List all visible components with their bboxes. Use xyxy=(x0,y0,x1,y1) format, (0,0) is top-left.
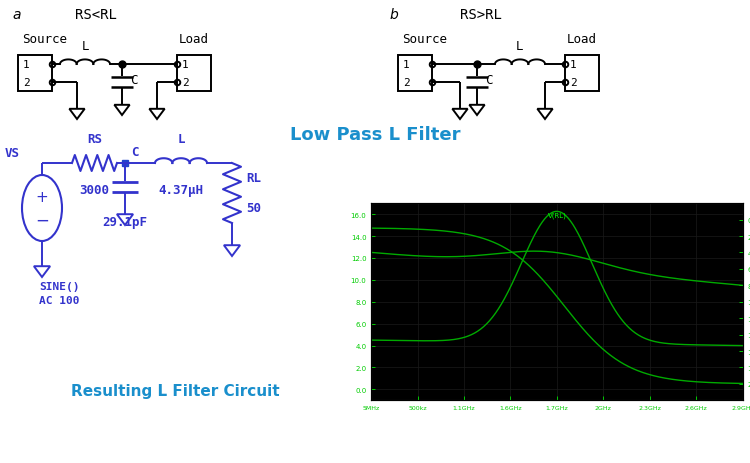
Text: 2: 2 xyxy=(182,78,189,88)
Text: a: a xyxy=(12,8,20,22)
Text: RL: RL xyxy=(246,172,261,185)
Text: 4.37μH: 4.37μH xyxy=(158,184,203,197)
Text: Source: Source xyxy=(22,33,67,46)
Bar xyxy=(177,56,211,92)
Text: 50: 50 xyxy=(246,202,261,215)
Bar xyxy=(122,161,128,167)
Text: C: C xyxy=(485,75,493,88)
Text: RS>RL: RS>RL xyxy=(460,8,502,22)
Text: 1: 1 xyxy=(23,60,30,70)
Text: L Filter Frequency Response: L Filter Frequency Response xyxy=(439,383,682,398)
Text: 1: 1 xyxy=(182,60,189,70)
Text: 29.1pF: 29.1pF xyxy=(103,216,148,229)
Text: RS<RL: RS<RL xyxy=(75,8,117,22)
Text: +: + xyxy=(36,189,49,204)
Text: RS: RS xyxy=(87,133,102,146)
Text: 1: 1 xyxy=(570,60,577,70)
Text: V(RL): V(RL) xyxy=(548,213,566,219)
Text: L: L xyxy=(177,133,184,146)
Bar xyxy=(18,56,52,92)
Text: Resulting L Filter Circuit: Resulting L Filter Circuit xyxy=(70,383,279,398)
Text: 2: 2 xyxy=(403,78,410,88)
Text: Source: Source xyxy=(402,33,447,46)
Text: L: L xyxy=(516,40,524,53)
Text: Load: Load xyxy=(179,33,209,46)
Bar xyxy=(565,56,599,92)
Text: b: b xyxy=(390,8,399,22)
Text: SINE(): SINE() xyxy=(39,282,80,291)
Text: Low Pass L Filter: Low Pass L Filter xyxy=(290,126,460,144)
Text: AC 100: AC 100 xyxy=(39,295,80,305)
Bar xyxy=(398,56,432,92)
Text: C: C xyxy=(130,75,137,88)
Text: C: C xyxy=(131,146,139,159)
Text: 1: 1 xyxy=(403,60,410,70)
Text: 3000: 3000 xyxy=(80,184,110,197)
Text: Load: Load xyxy=(567,33,597,46)
Text: VS: VS xyxy=(5,147,20,160)
Text: 2: 2 xyxy=(23,78,30,88)
Text: −: − xyxy=(35,212,49,230)
Text: L: L xyxy=(81,40,88,53)
Text: 2: 2 xyxy=(570,78,577,88)
